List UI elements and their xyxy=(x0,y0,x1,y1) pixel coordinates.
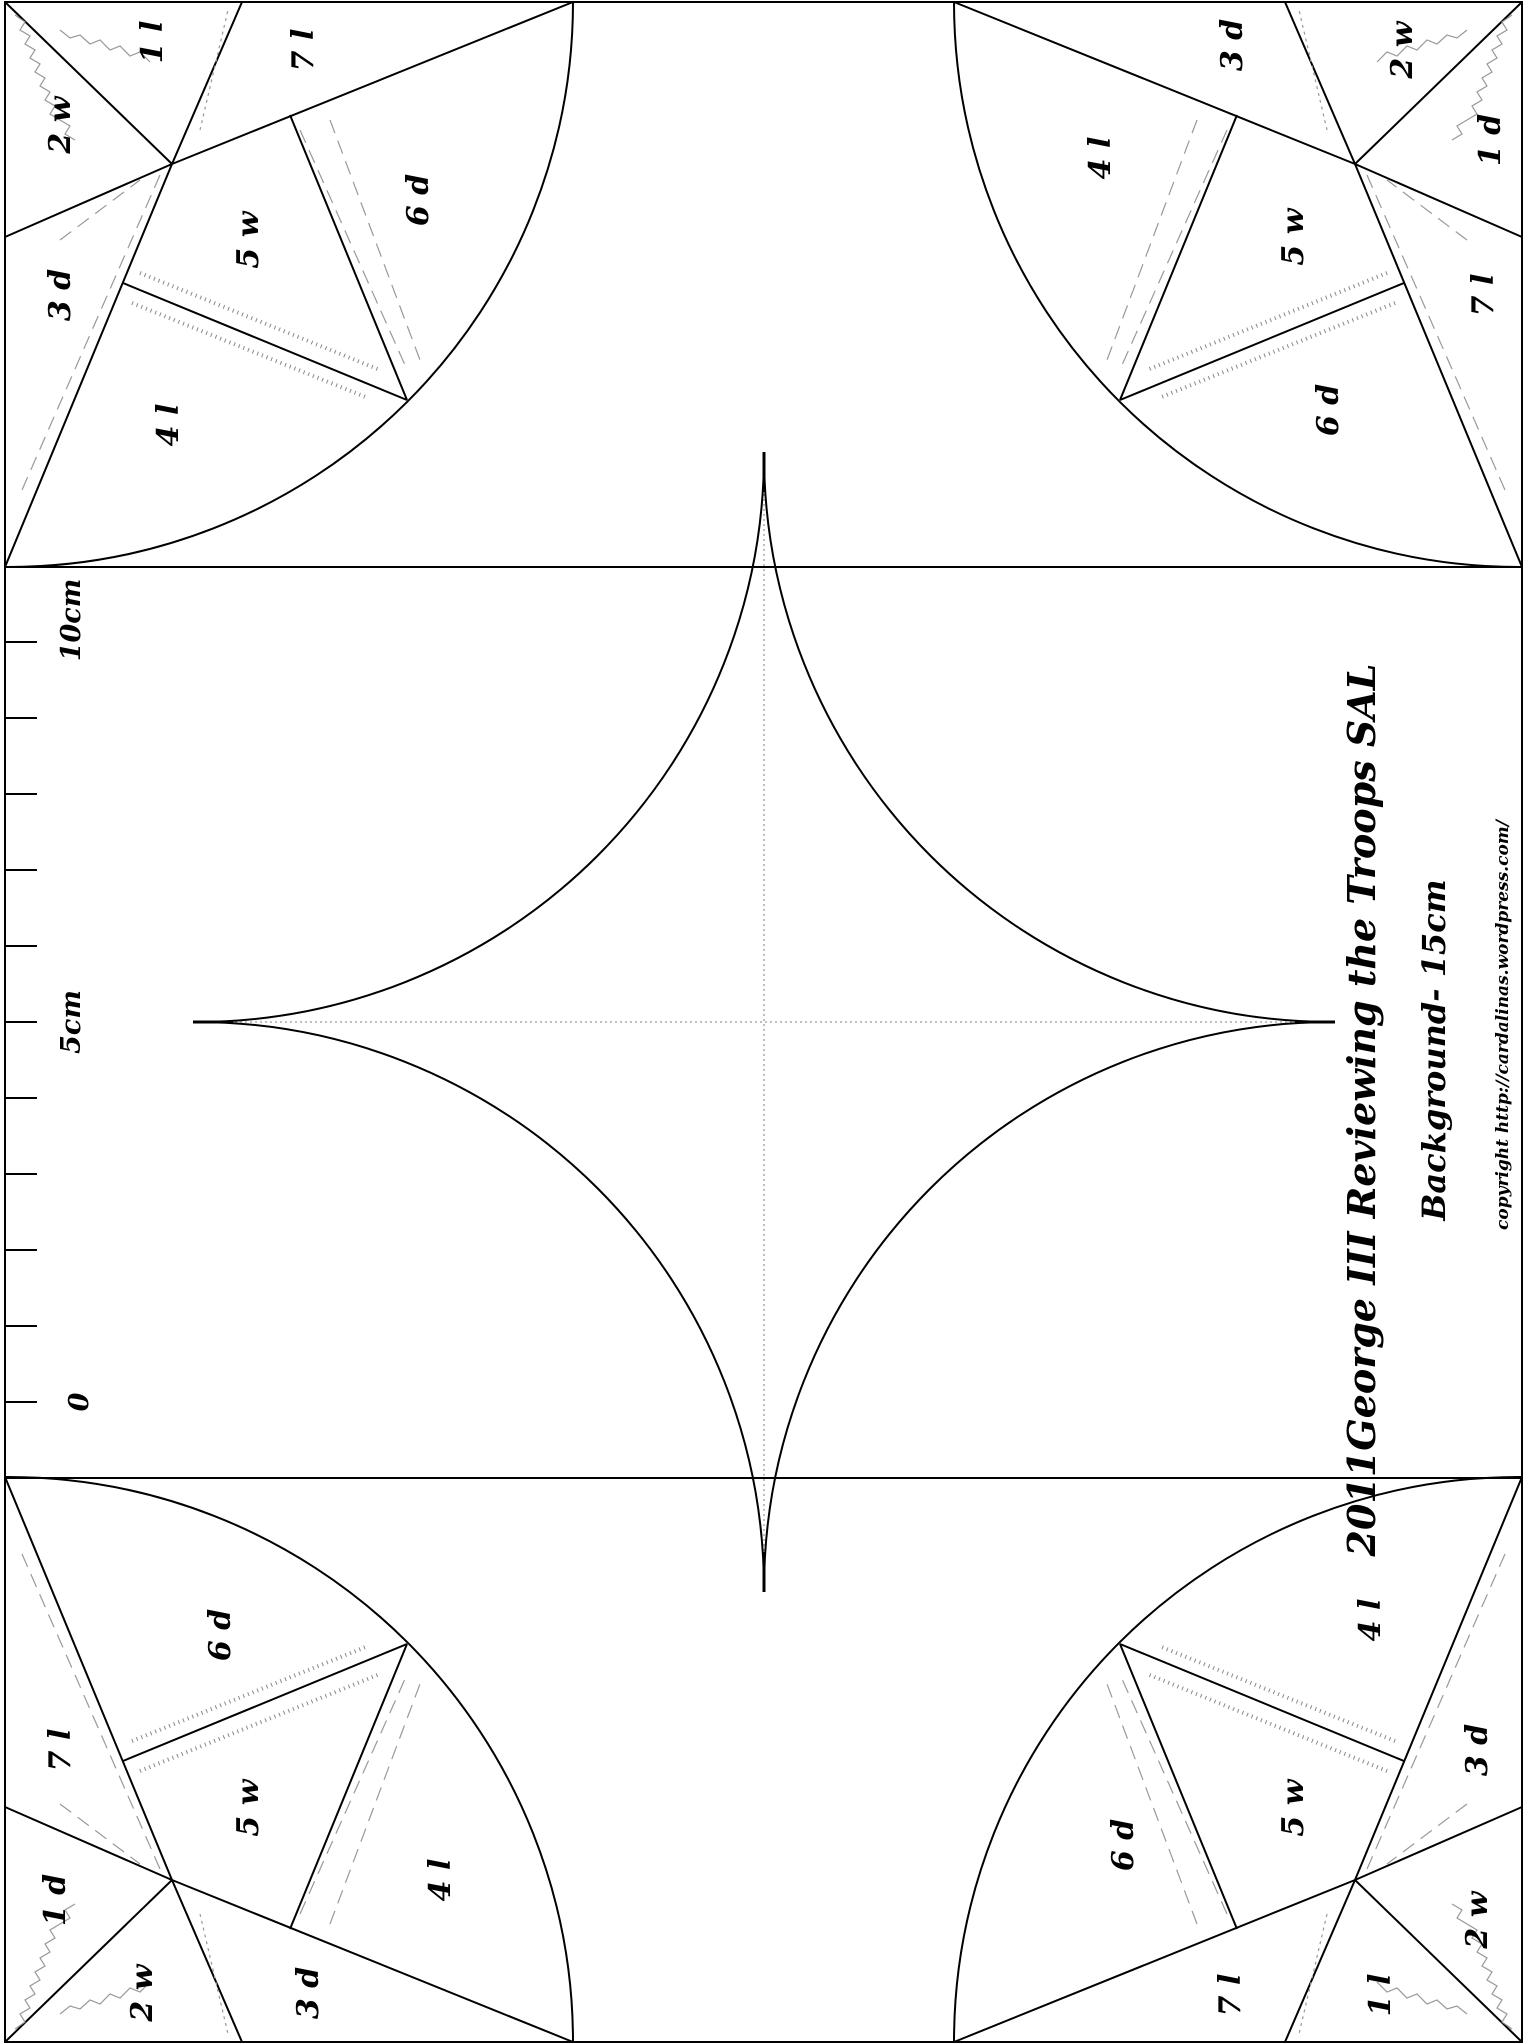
pattern-subtitle: Background- 15cm xyxy=(1415,879,1453,1221)
piece-label: 6 d xyxy=(1106,1819,1141,1871)
piece-label: 1 l xyxy=(135,21,170,64)
piece-label: 1 d xyxy=(1473,114,1508,166)
piece-label: 3 d xyxy=(1215,19,1250,71)
piece-label: 3 d xyxy=(43,269,78,321)
piece-label: 6 d xyxy=(401,174,436,226)
piece-label: 4 l xyxy=(1083,137,1118,180)
corner-bottom-left: 1 d 2 w 3 d 4 l 5 w 6 d 7 l xyxy=(3,1474,575,2044)
piece-label: 1 l xyxy=(1363,1974,1398,2017)
piece-label: 2 w xyxy=(1460,1890,1495,1949)
corner-top-right: 1 d 2 w 3 d 4 l 5 w 6 d 7 l xyxy=(952,0,1524,570)
corner-top-left: 1 l 2 w 3 d 4 l 5 w 6 d 7 l xyxy=(3,0,575,570)
piece-label: 2 w xyxy=(43,95,78,154)
piece-label: 3 d xyxy=(1460,1724,1495,1776)
ruler-label-10cm: 10cm xyxy=(56,579,87,662)
piece-label: 7 l xyxy=(43,1729,78,1772)
piece-label: 5 w xyxy=(1276,207,1311,265)
piece-label: 7 l xyxy=(286,29,321,72)
piece-label: 4 l xyxy=(1353,1599,1388,1642)
ruler-label-5cm: 5cm xyxy=(56,990,87,1054)
piece-label: 7 l xyxy=(1466,274,1501,317)
piece-label: 3 d xyxy=(291,1967,326,2019)
copyright-notice: copyright http://cardalinas.wordpress.co… xyxy=(1493,818,1513,1230)
corner-bottom-right: 1 l 2 w 3 d 4 l 5 w 6 d 7 l xyxy=(952,1474,1524,2044)
piece-label: 2 w xyxy=(1385,20,1420,79)
piece-label: 2 w xyxy=(125,1963,160,2022)
piece-label: 5 w xyxy=(231,210,266,268)
piece-label: 5 w xyxy=(1276,1778,1311,1836)
pattern-title: 2011George III Reviewing the Troops SAL xyxy=(1339,664,1384,1558)
piece-label: 4 l xyxy=(423,1859,458,1902)
piece-label: 4 l xyxy=(151,404,186,447)
piece-label: 7 l xyxy=(1213,1974,1248,2017)
piece-label: 6 d xyxy=(1311,384,1346,436)
piece-label: 1 d xyxy=(38,1874,73,1926)
center-star xyxy=(193,452,1335,1592)
piece-label: 5 w xyxy=(231,1778,266,1836)
ruler xyxy=(5,641,37,1403)
piece-label: 6 d xyxy=(203,1609,238,1661)
ruler-label-0: 0 xyxy=(64,1392,95,1411)
